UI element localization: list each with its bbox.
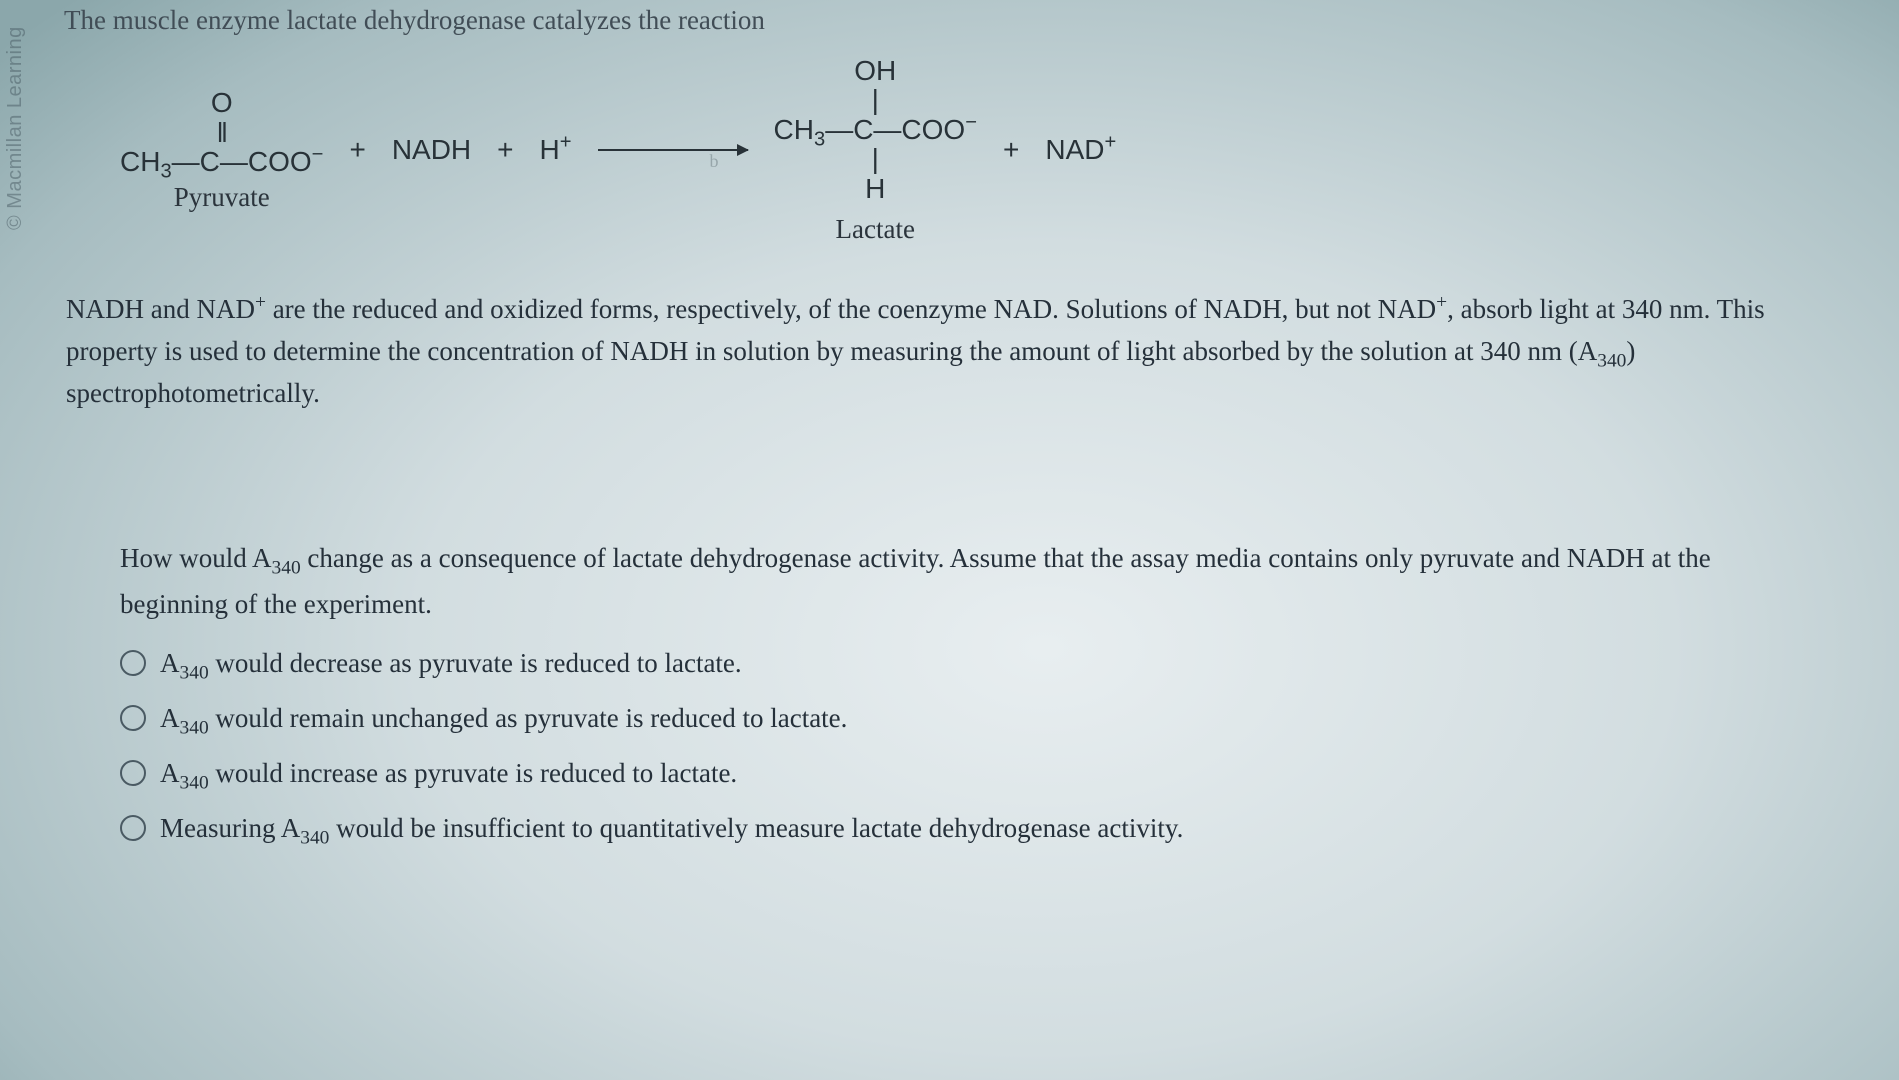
opt4-pre: Measuring A bbox=[160, 813, 300, 843]
lactate-label: Lactate bbox=[836, 215, 915, 243]
pyruvate-label: Pyruvate bbox=[174, 183, 270, 211]
lactate-ch-sub: 3 bbox=[814, 128, 825, 150]
radio-icon[interactable] bbox=[120, 650, 146, 676]
pyruvate-double-bond: ‖ bbox=[216, 118, 227, 147]
option-3-text: A340 would increase as pyruvate is reduc… bbox=[160, 758, 737, 789]
lactate-bond-top: | bbox=[872, 85, 879, 114]
lactate-backbone: CH3—C—COO− bbox=[774, 115, 977, 144]
reaction-equation: O ‖ CH3—C—COO− Pyruvate + NADH + H+ OH |… bbox=[120, 56, 1859, 243]
radio-icon[interactable] bbox=[120, 705, 146, 731]
para-sup-1: + bbox=[255, 292, 266, 313]
pyruvate-ch: CH bbox=[120, 146, 160, 177]
opt2-sub: 340 bbox=[180, 717, 209, 738]
q-sub: 340 bbox=[272, 557, 301, 578]
opt3-sub: 340 bbox=[180, 772, 209, 793]
pyruvate-mid: —C—COO bbox=[172, 146, 312, 177]
question-text: How would A340 change as a consequence o… bbox=[120, 535, 1819, 628]
plus-2: + bbox=[497, 134, 513, 166]
h-plus-sup: + bbox=[560, 131, 572, 153]
radio-icon[interactable] bbox=[120, 760, 146, 786]
h-plus-base: H bbox=[540, 134, 560, 165]
option-4[interactable]: Measuring A340 would be insufficient to … bbox=[120, 813, 1819, 844]
lactate-charge: − bbox=[965, 111, 977, 133]
para-sup-2: + bbox=[1436, 292, 1447, 313]
lactate-oh: OH bbox=[854, 56, 896, 85]
print-artifact: b bbox=[710, 152, 719, 171]
plus-3: + bbox=[1003, 134, 1019, 166]
para-sub-1: 340 bbox=[1597, 351, 1626, 372]
lactate-mid: —C—COO bbox=[825, 114, 965, 145]
radio-icon[interactable] bbox=[120, 815, 146, 841]
opt2-post: would remain unchanged as pyruvate is re… bbox=[209, 703, 848, 733]
nadh-term: NADH bbox=[392, 134, 471, 166]
pyruvate-oxygen: O bbox=[211, 88, 233, 117]
lactate-h: H bbox=[865, 174, 885, 203]
reaction-arrow-icon bbox=[598, 149, 748, 151]
opt2-pre: A bbox=[160, 703, 180, 733]
copyright-watermark: © Macmillan Learning bbox=[4, 26, 27, 230]
plus-1: + bbox=[349, 134, 365, 166]
pyruvate-backbone: CH3—C—COO− bbox=[120, 147, 323, 176]
opt1-pre: A bbox=[160, 648, 180, 678]
option-2[interactable]: A340 would remain unchanged as pyruvate … bbox=[120, 703, 1819, 734]
q-seg-1: How would A bbox=[120, 543, 272, 573]
arrow-line bbox=[598, 149, 748, 151]
q-seg-2: change as a consequence of lactate dehyd… bbox=[120, 543, 1711, 619]
question-block: How would A340 change as a consequence o… bbox=[120, 535, 1819, 844]
lactate-ch: CH bbox=[774, 114, 814, 145]
opt4-sub: 340 bbox=[300, 827, 329, 848]
opt3-post: would increase as pyruvate is reduced to… bbox=[209, 758, 738, 788]
h-plus-term: H+ bbox=[540, 134, 572, 166]
lactate-bond-bottom: | bbox=[872, 144, 879, 173]
opt4-post: would be insufficient to quantitatively … bbox=[329, 813, 1183, 843]
option-3[interactable]: A340 would increase as pyruvate is reduc… bbox=[120, 758, 1819, 789]
option-2-text: A340 would remain unchanged as pyruvate … bbox=[160, 703, 847, 734]
opt1-sub: 340 bbox=[180, 662, 209, 683]
nad-plus-term: NAD+ bbox=[1045, 134, 1116, 166]
intro-text: The muscle enzyme lactate dehydrogenase … bbox=[64, 5, 1859, 36]
option-4-text: Measuring A340 would be insufficient to … bbox=[160, 813, 1183, 844]
explanation-paragraph: NADH and NAD+ are the reduced and oxidiz… bbox=[66, 289, 1819, 415]
page-content: The muscle enzyme lactate dehydrogenase … bbox=[0, 0, 1899, 844]
nad-plus-sup: + bbox=[1104, 131, 1116, 153]
option-1[interactable]: A340 would decrease as pyruvate is reduc… bbox=[120, 648, 1819, 679]
lactate-structure: OH | CH3—C—COO− | H Lactate b bbox=[774, 56, 977, 243]
opt1-post: would decrease as pyruvate is reduced to… bbox=[209, 648, 742, 678]
para-seg-2: are the reduced and oxidized forms, resp… bbox=[266, 294, 1436, 324]
pyruvate-charge: − bbox=[312, 144, 324, 166]
option-1-text: A340 would decrease as pyruvate is reduc… bbox=[160, 648, 742, 679]
para-seg-1: NADH and NAD bbox=[66, 294, 255, 324]
pyruvate-ch-sub: 3 bbox=[160, 161, 171, 183]
pyruvate-structure: O ‖ CH3—C—COO− Pyruvate bbox=[120, 88, 323, 211]
opt3-pre: A bbox=[160, 758, 180, 788]
nad-plus-base: NAD bbox=[1045, 134, 1104, 165]
